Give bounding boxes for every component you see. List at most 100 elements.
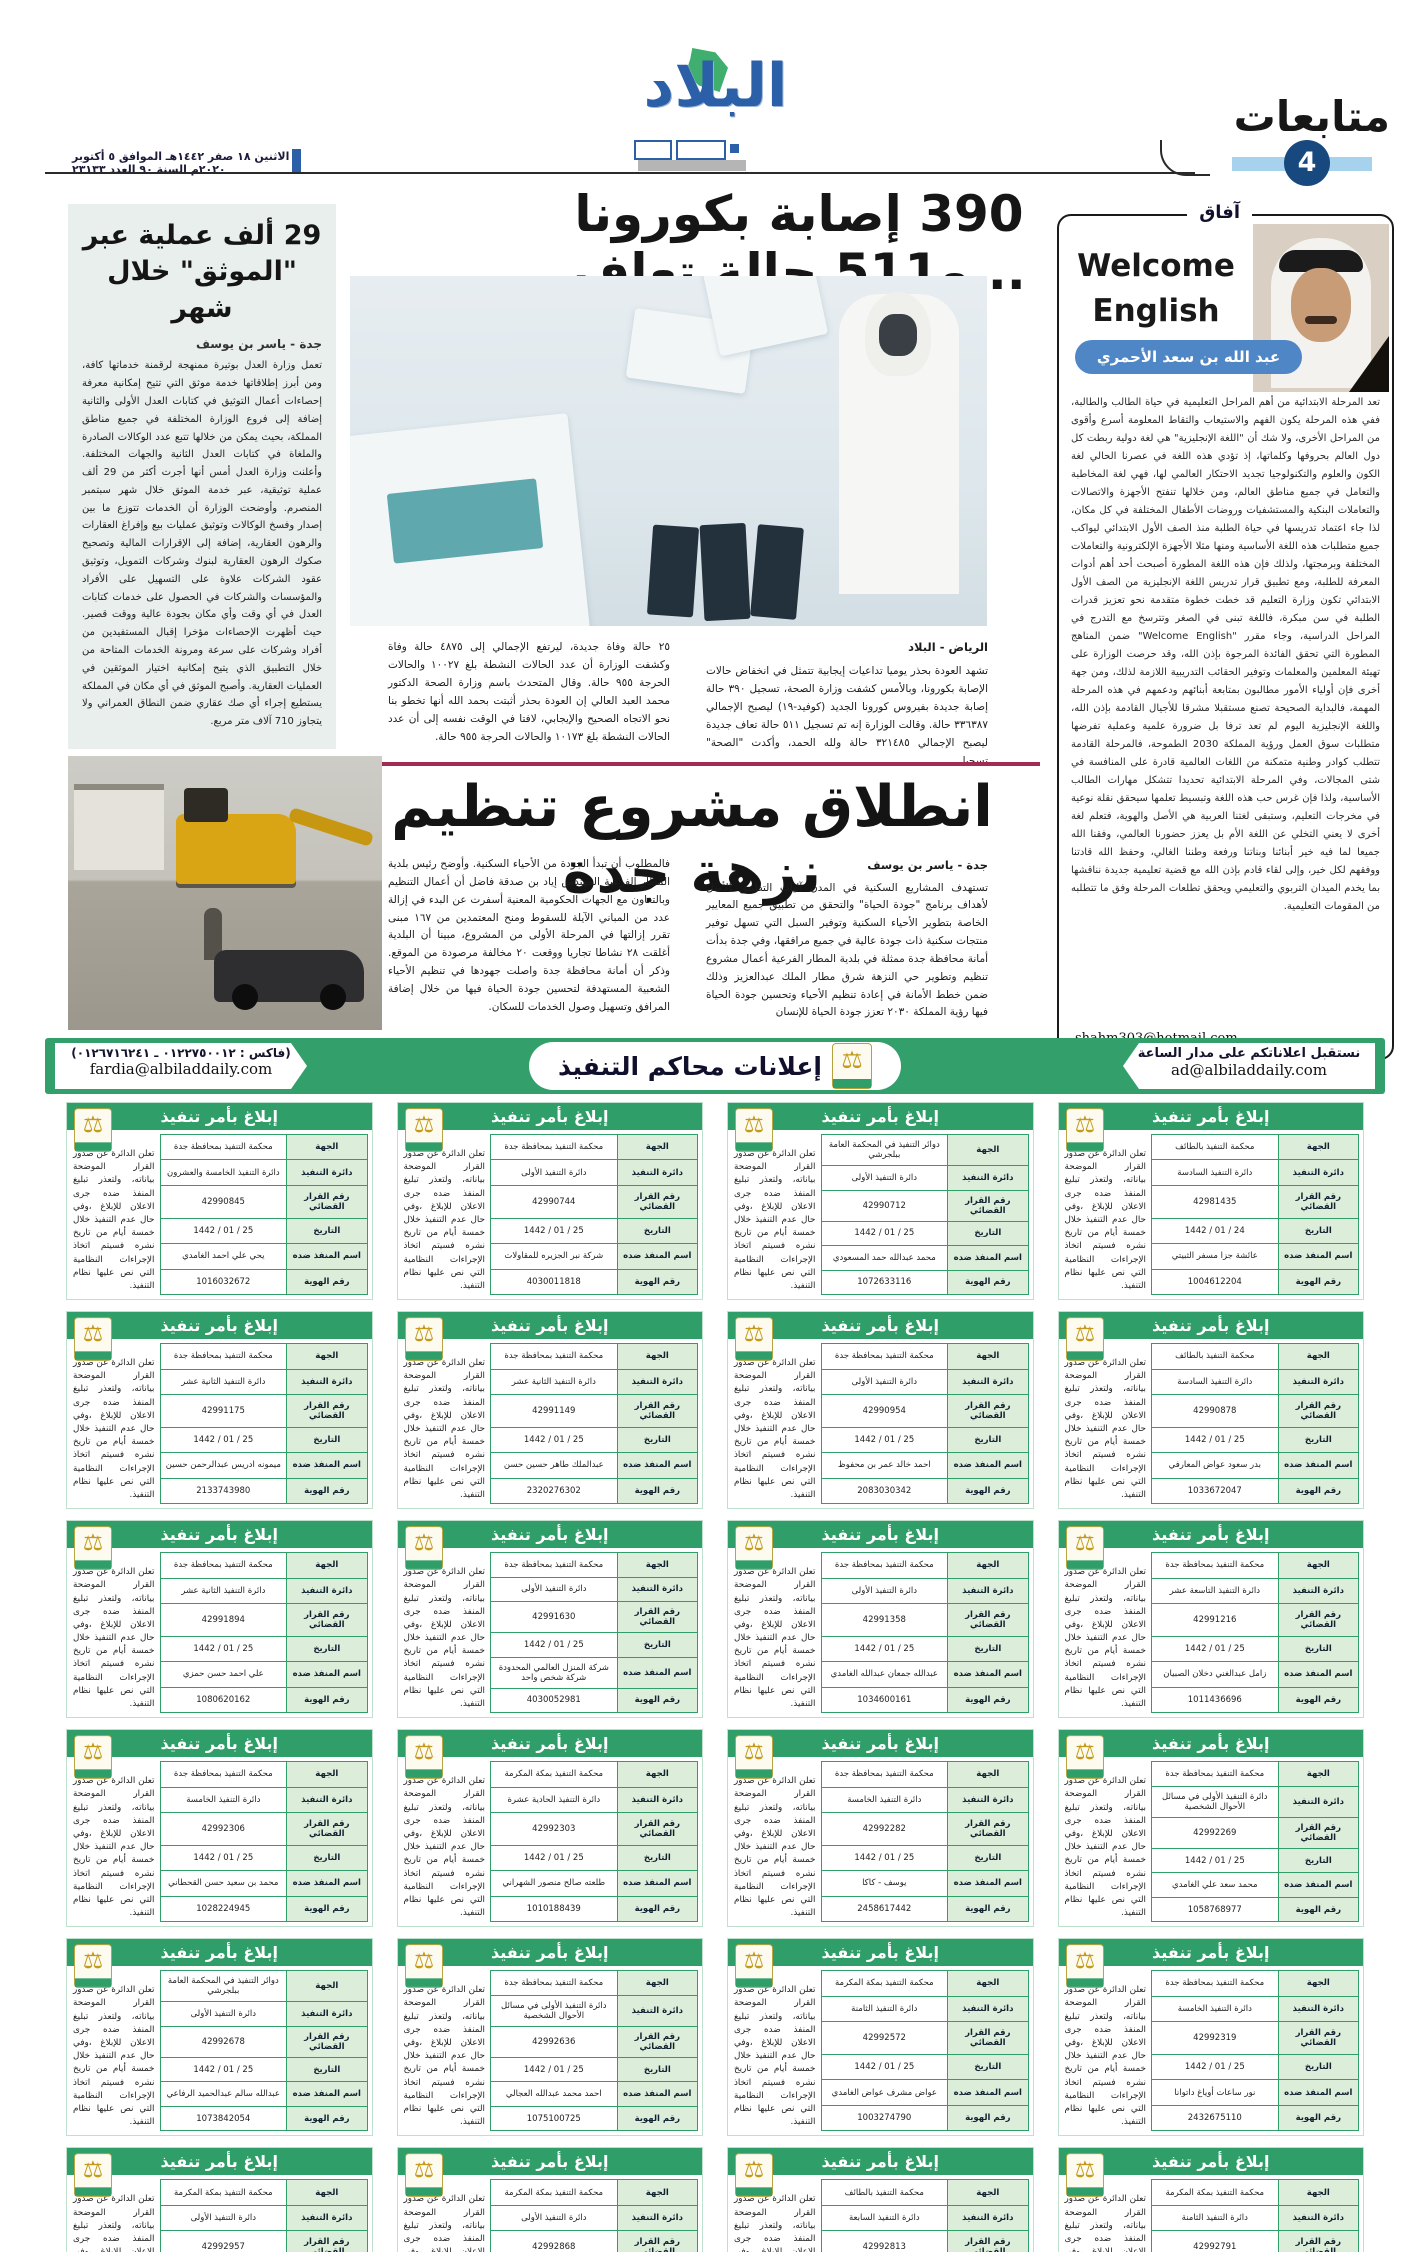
execution-notice-box: ⚖ إبلاغ بأمر تنفيذ الجهة محكمة التنفيذ با… bbox=[1057, 1102, 1364, 1301]
notice-title: إبلاغ بأمر تنفيذ bbox=[1058, 1730, 1363, 1758]
notice-table: الجهة محكمة التنفيذ بمحافظة جدة دائرة الت… bbox=[490, 1552, 699, 1714]
execution-notice-box: ⚖ إبلاغ بأمر تنفيذ الجهة محكمة التنفيذ بم… bbox=[396, 1520, 703, 1719]
execution-notice-box: ⚖ إبلاغ بأمر تنفيذ الجهة محكمة التنفيذ بم… bbox=[1057, 1938, 1364, 2137]
notice-body-text: تعلن الدائرة عن صدور القرار الموضحة بيان… bbox=[734, 1358, 816, 1500]
justice-emblem-icon: ⚖ bbox=[735, 1735, 773, 1780]
scales-icon: ⚖ bbox=[82, 2156, 104, 2183]
emblem-base bbox=[735, 1978, 773, 1988]
notice-title: إبلاغ بأمر تنفيذ bbox=[397, 2148, 702, 2176]
execution-notice-box: ⚖ إبلاغ بأمر تنفيذ الجهة محكمة التنفيذ بم… bbox=[1057, 1729, 1364, 1928]
notice-body-text: تعلن الدائرة عن صدور القرار الموضحة بيان… bbox=[403, 1149, 486, 1291]
nuzha-column-left: فالمطلوب أن تبدأ الجودة من الأحياء السكن… bbox=[388, 858, 671, 1013]
justice-emblem-icon: ⚖ bbox=[1065, 1108, 1104, 1152]
execution-notice-box: ⚖ إبلاغ بأمر تنفيذ الجهة محكمة التنفيذ بم… bbox=[727, 1729, 1034, 1928]
court-ads-banner: نستقبل اعلاناتكم على مدار الساعة ad@albi… bbox=[45, 1038, 1385, 1094]
logo-ornament bbox=[730, 144, 739, 153]
logo-ornament bbox=[676, 140, 726, 160]
notice-table: الجهة محكمة التنفيذ بالطائف دائرة التنفيذ… bbox=[1151, 1133, 1360, 1296]
emblem-base bbox=[1066, 1351, 1103, 1360]
author-name-bar: عبد الله بن سعد الأحمري bbox=[1075, 340, 1302, 374]
execution-notice-box: ⚖ إبلاغ بأمر تنفيذ الجهة محكمة التنفيذ بم… bbox=[1057, 2147, 1364, 2252]
agal-shape bbox=[1279, 250, 1363, 272]
scales-icon: ⚖ bbox=[1074, 1947, 1095, 1974]
emblem-base bbox=[832, 1079, 871, 1088]
afaq-title-line1: Welcome bbox=[1077, 248, 1235, 284]
notice-body-text: تعلن الدائرة عن صدور القرار الموضحة بيان… bbox=[734, 2194, 816, 2252]
notice-title: إبلاغ بأمر تنفيذ bbox=[1058, 1312, 1363, 1340]
notice-title: إبلاغ بأمر تنفيذ bbox=[1058, 1103, 1363, 1130]
notice-title: إبلاغ بأمر تنفيذ bbox=[1058, 1939, 1363, 1967]
justice-emblem-icon: ⚖ bbox=[404, 1108, 443, 1152]
notice-body-text: تعلن الدائرة عن صدور القرار الموضحة بيان… bbox=[73, 1358, 155, 1500]
emblem-base bbox=[74, 1560, 112, 1570]
notice-title: إبلاغ بأمر تنفيذ bbox=[728, 1521, 1033, 1549]
execution-notice-box: ⚖ إبلاغ بأمر تنفيذ الجهة محكمة التنفيذ بم… bbox=[396, 1729, 703, 1928]
notice-title: إبلاغ بأمر تنفيذ bbox=[67, 1312, 372, 1340]
nuzha-demolition-photo bbox=[68, 756, 382, 1030]
muwathiq-body: تعمل وزارة العدل بوتيرة ممنهجة لرقمنة خد… bbox=[82, 360, 323, 728]
scales-icon: ⚖ bbox=[413, 1738, 434, 1765]
notice-table: الجهة محكمة التنفيذ بمحافظة جدة دائرة الت… bbox=[490, 1133, 699, 1296]
scales-icon: ⚖ bbox=[1074, 1529, 1095, 1556]
notice-table: الجهة محكمة التنفيذ بمحافظة جدة دائرة الت… bbox=[159, 1552, 368, 1714]
dark-pack-shape bbox=[646, 524, 700, 618]
emblem-base bbox=[1066, 1560, 1103, 1570]
scales-icon: ⚖ bbox=[743, 1320, 765, 1347]
notice-body-text: تعلن الدائرة عن صدور القرار الموضحة بيان… bbox=[1064, 1567, 1147, 1709]
scales-icon: ⚖ bbox=[82, 1947, 104, 1974]
notice-title: إبلاغ بأمر تنفيذ bbox=[1058, 1521, 1363, 1549]
notice-table: الجهة محكمة التنفيذ بمكة المكرمة دائرة ال… bbox=[490, 2179, 699, 2252]
notice-body-text: تعلن الدائرة عن صدور القرار الموضحة بيان… bbox=[1064, 2194, 1147, 2252]
covid-column-right: الرياض - البلاد تشهد العودة بحذر يوميا ت… bbox=[706, 638, 988, 770]
execution-notice-box: ⚖ إبلاغ بأمر تنفيذ الجهة محكمة التنفيذ بم… bbox=[66, 1102, 373, 1301]
excavator-cab bbox=[184, 788, 228, 822]
execution-notice-box: ⚖ إبلاغ بأمر تنفيذ الجهة محكمة التنفيذ بم… bbox=[396, 1102, 703, 1301]
banner-title: إعلانات محاكم التنفيذ bbox=[558, 1051, 822, 1081]
notice-table: الجهة محكمة التنفيذ بمحافظة جدة دائرة الت… bbox=[159, 1343, 368, 1505]
scales-icon: ⚖ bbox=[1074, 1738, 1095, 1765]
notice-table: الجهة محكمة التنفيذ بمحافظة جدة دائرة الت… bbox=[490, 1343, 699, 1505]
emblem-base bbox=[405, 1978, 442, 1988]
notice-body-text: تعلن الدائرة عن صدور القرار الموضحة بيان… bbox=[403, 1358, 486, 1500]
hood-shape bbox=[865, 292, 931, 376]
justice-emblem-icon: ⚖ bbox=[74, 1526, 112, 1570]
notice-table: الجهة محكمة التنفيذ بمكة المكرمة دائرة ال… bbox=[159, 2179, 368, 2252]
logo-underline bbox=[638, 160, 746, 171]
scales-icon: ⚖ bbox=[743, 1529, 765, 1556]
notice-table: الجهة محكمة التنفيذ بمحافظة جدة دائرة الت… bbox=[1151, 1552, 1360, 1714]
notice-table: الجهة محكمة التنفيذ بمحافظة جدة دائرة الت… bbox=[159, 1761, 368, 1923]
notice-body-text: تعلن الدائرة عن صدور القرار الموضحة بيان… bbox=[403, 1776, 486, 1919]
justice-emblem-icon: ⚖ bbox=[735, 1317, 773, 1361]
notice-table: الجهة دوائر التنفيذ في المحكمة العامة ببل… bbox=[820, 1133, 1029, 1296]
justice-emblem-icon: ⚖ bbox=[404, 1526, 443, 1570]
notice-table: الجهة دوائر التنفيذ في المحكمة العامة ببل… bbox=[159, 1970, 368, 2132]
justice-emblem-icon: ⚖ bbox=[74, 2153, 112, 2198]
page-number-badge: 4 bbox=[1284, 140, 1330, 186]
execution-notice-box: ⚖ إبلاغ بأمر تنفيذ الجهة محكمة التنفيذ بم… bbox=[727, 1311, 1034, 1510]
emblem-base bbox=[405, 2187, 442, 2197]
notice-table: الجهة محكمة التنفيذ بمكة المكرمة دائرة ال… bbox=[820, 1970, 1029, 2132]
justice-emblem-icon: ⚖ bbox=[735, 2153, 773, 2198]
visor-shape bbox=[879, 314, 917, 356]
notice-body-text: تعلن الدائرة عن صدور القرار الموضحة بيان… bbox=[403, 2194, 486, 2252]
notice-table: الجهة محكمة التنفيذ بمكة المكرمة دائرة ال… bbox=[1151, 2179, 1360, 2252]
muwathiq-byline: جدة - ياسر بن يوسف bbox=[195, 337, 322, 352]
justice-emblem-icon: ⚖ bbox=[831, 1043, 872, 1089]
execution-notice-box: ⚖ إبلاغ بأمر تنفيذ الجهة محكمة التنفيذ با… bbox=[1057, 1311, 1364, 1510]
emblem-base bbox=[735, 1560, 773, 1570]
notice-title: إبلاغ بأمر تنفيذ bbox=[728, 2148, 1033, 2176]
notice-title: إبلاغ بأمر تنفيذ bbox=[728, 1103, 1033, 1130]
execution-notice-box: ⚖ إبلاغ بأمر تنفيذ الجهة محكمة التنفيذ بم… bbox=[727, 1938, 1034, 2137]
wall-shape bbox=[74, 784, 164, 870]
nuzha-article: جدة - ياسر بن يوسف تستهدف المشاريع السكن… bbox=[388, 856, 988, 1022]
execution-notice-box: ⚖ إبلاغ بأمر تنفيذ الجهة محكمة التنفيذ بم… bbox=[66, 1520, 373, 1719]
emblem-base bbox=[74, 1978, 112, 1988]
excavator-shape bbox=[176, 788, 375, 884]
notice-body-text: تعلن الدائرة عن صدور القرار الموضحة بيان… bbox=[734, 1985, 816, 2128]
banner-fax-box: (فاكس : ٠١٢٢٧٥٠٠١٢ ـ ٠١٢٦٧١٦٢٤١) fardia@… bbox=[55, 1043, 307, 1089]
execution-notice-box: ⚖ إبلاغ بأمر تنفيذ الجهة محكمة التنفيذ بم… bbox=[66, 1729, 373, 1928]
scales-icon: ⚖ bbox=[82, 1738, 104, 1765]
justice-emblem-icon: ⚖ bbox=[1065, 2153, 1104, 2198]
dark-pack-shape bbox=[699, 522, 751, 622]
covid-article: الرياض - البلاد تشهد العودة بحذر يوميا ت… bbox=[388, 638, 988, 770]
